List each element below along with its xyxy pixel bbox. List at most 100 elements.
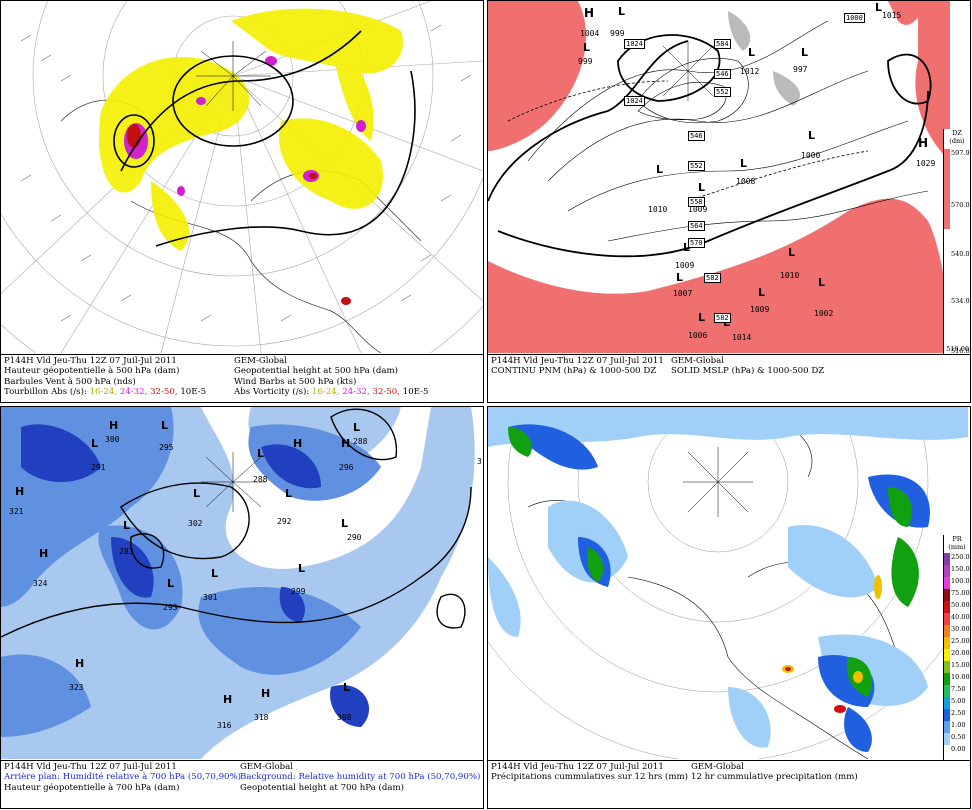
wind-barbs: [20, 24, 472, 322]
legend-row: 7.50: [944, 685, 970, 697]
legend-swatch: [944, 637, 950, 649]
svg-text:L: L: [698, 181, 705, 194]
legend-value: 2.50: [951, 709, 966, 717]
low-label: 291: [91, 463, 106, 472]
svg-text:L: L: [801, 46, 808, 59]
thickness-label: 570: [688, 238, 705, 248]
svg-text:L: L: [683, 241, 690, 254]
panel-precipitation: PR (mm) 250.00 150.00 100.00 75.00 50.00 40.0…: [487, 406, 971, 809]
caption-fr-1: CONTINU PNM (hPa) & 1000-500 DZ: [491, 366, 657, 377]
panel-caption: P144H Vld Jeu-Thu 12Z 07 Juil-Jul 2011 GE…: [1, 760, 483, 808]
low-label: 290: [347, 533, 362, 542]
thickness-label: 584: [714, 39, 731, 49]
vort-range-2-en: 24-32,: [342, 387, 370, 398]
thickness-label: 546: [688, 131, 705, 141]
low-label: 288: [353, 437, 368, 446]
legend-value: 0.00: [951, 745, 966, 753]
caption-en-1: Background: Relative humidity at 700 hPa…: [240, 772, 481, 783]
precip-legend: PR (mm) 250.00 150.00 100.00 75.00 50.00 40.0…: [943, 535, 970, 760]
precip-very-heavy: [782, 575, 882, 683]
high-label: 324: [33, 579, 48, 588]
vort-range-3: 32-50,: [150, 387, 178, 398]
humidity-90: [21, 424, 370, 727]
low-label: 1010: [648, 205, 668, 214]
legend-value: 250.00: [951, 553, 970, 561]
legend-swatch: [944, 577, 950, 589]
thickness-label: 552: [714, 87, 731, 97]
caption-fr-1: Arrière plan: Humidité relative à 700 hP…: [4, 772, 242, 783]
low-label: 1008: [736, 177, 756, 186]
run-label: P144H Vld Jeu-Thu 12Z 07 Juil-Jul 2011: [4, 762, 177, 772]
graticule: [488, 407, 970, 759]
high-label: 296: [339, 463, 354, 472]
legend-value: 25.00: [951, 637, 970, 645]
low-label: 1012: [740, 67, 760, 76]
low-label: 283: [119, 547, 134, 556]
vorticity-map: [1, 1, 483, 353]
humidity-map: H H H H H H H H L L L L L L L L L L L L: [1, 407, 483, 759]
run-label: P144H Vld Jeu-Thu 12Z 07 Juil-Jul 2011: [491, 356, 664, 366]
low-label: 999: [610, 29, 625, 38]
high-label: 300: [105, 435, 120, 444]
legend-value: 150.00: [951, 565, 970, 573]
high-label: 1029: [916, 159, 936, 168]
svg-text:L: L: [161, 419, 168, 432]
low-label: 1009: [688, 205, 708, 214]
legend-swatch: [944, 589, 950, 601]
low-label: 302: [188, 519, 203, 528]
model-label: GEM-Global: [234, 356, 288, 366]
high-label: 316: [217, 721, 232, 730]
high-label: 321: [9, 507, 24, 516]
legend-value: 40.00: [951, 613, 970, 621]
high-label: 1004: [580, 29, 600, 38]
thickness-label: 1024: [624, 39, 645, 49]
legend-row: 75.00: [944, 589, 970, 601]
low-label: 299: [291, 587, 306, 596]
legend-value: 75.00: [951, 589, 970, 597]
svg-text:L: L: [618, 5, 625, 18]
thickness-label: 546: [714, 69, 731, 79]
legend-value: 0.50: [951, 733, 966, 741]
caption-fr-1: Hauteur géopotentielle à 500 hPa (dam): [4, 366, 180, 377]
legend-value: 7.50: [951, 685, 966, 693]
pressure-centres: H H H H H H H H L L L L L L L L L L L L: [15, 419, 360, 706]
legend-swatch: [944, 625, 950, 637]
pole-marker: [683, 447, 753, 517]
svg-text:L: L: [583, 41, 590, 54]
pole-marker: [196, 41, 271, 111]
legend-value: 10.00: [951, 673, 970, 681]
svg-text:L: L: [656, 163, 663, 176]
low-label: 301: [203, 593, 218, 602]
legend-row: 30.00: [944, 625, 970, 637]
svg-text:L: L: [285, 487, 292, 500]
legend-row: 0.50: [944, 733, 970, 745]
low-label: 1010: [780, 271, 800, 280]
caption-en-1: SOLID MSLP (hPa) & 1000-500 DZ: [671, 366, 825, 377]
legend-value: 15.00: [951, 661, 970, 669]
svg-text:L: L: [808, 129, 815, 142]
low-label: 1002: [814, 309, 834, 318]
legend-value: 1.00: [951, 721, 966, 729]
low-label: 1015: [882, 11, 902, 20]
svg-text:L: L: [788, 246, 795, 259]
high-label: 318: [254, 713, 269, 722]
legend-row: 1.00: [944, 721, 970, 733]
legend-bar: [944, 149, 950, 349]
model-label: GEM-Global: [671, 356, 725, 366]
svg-text:L: L: [341, 517, 348, 530]
legend-swatch: [944, 601, 950, 613]
panel-caption: P144H Vld Jeu-Thu 12Z 07 Juil-Jul 2011 GE…: [1, 354, 483, 402]
svg-text:H: H: [341, 437, 350, 450]
run-label: P144H Vld Jeu-Thu 12Z 07 Juil-Jul 2011: [491, 762, 664, 772]
legend-swatch: [944, 733, 950, 745]
caption-fr-2: Barbules Vent à 500 hPa (nds): [4, 376, 136, 387]
thickness-label: 564: [688, 221, 705, 231]
low-label: 288: [253, 475, 268, 484]
low-label: 1009: [675, 261, 695, 270]
legend-row: 150.00: [944, 565, 970, 577]
low-label: 1006: [688, 331, 708, 340]
low-label: 308: [337, 713, 352, 722]
svg-text:H: H: [75, 657, 84, 670]
